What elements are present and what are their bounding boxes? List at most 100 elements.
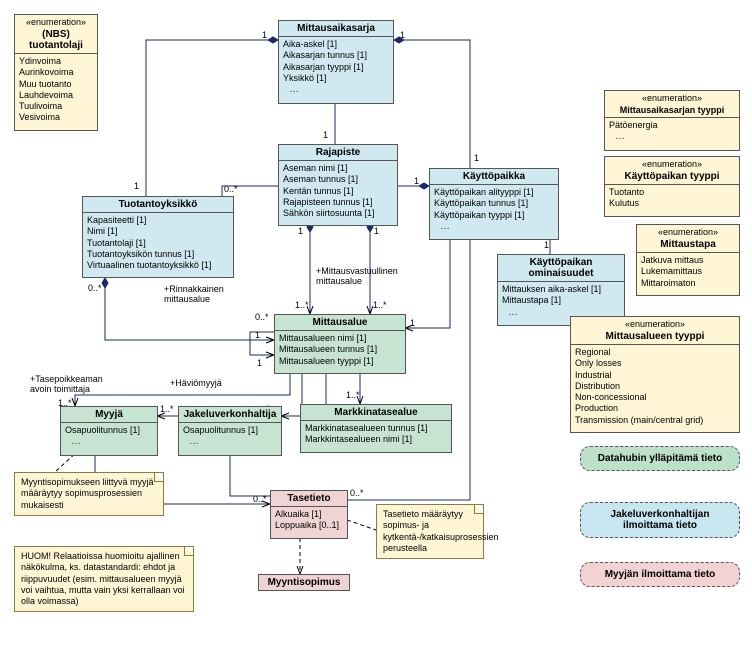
enum-mittaustapa: «enumeration» Mittaustapa Jatkuva mittau… [636, 224, 740, 296]
class-jakeluverkonhaltija: Jakeluverkonhaltija Osapuolitunnus [1] … [178, 406, 282, 456]
mult: 0..* [350, 488, 364, 498]
stereo: «enumeration» [571, 317, 739, 329]
body: Pätöenergia … [605, 118, 739, 150]
attr: Tuotantolaji [1] [87, 238, 229, 249]
body: Aseman nimi [1] Aseman tunnus [1] Kentän… [279, 161, 397, 225]
stereo: «enumeration» [605, 157, 739, 169]
title: Mittausalueen tyyppi [571, 329, 739, 345]
title: Jakeluverkonhaltija [179, 407, 281, 423]
class-mittausaikasarja: Mittausaikasarja Aika-askel [1] Aikasarj… [278, 20, 394, 104]
legend-datahub: Datahubin ylläpitämä tieto [580, 446, 740, 471]
item: Jatkuva mittaus [641, 255, 735, 266]
title: Tasetieto [271, 491, 347, 507]
title: Myyjä [61, 407, 157, 423]
mult: 0..* [253, 494, 267, 504]
attr: Aikasarjan tyyppi [1] [283, 62, 389, 73]
attr: Tuotantoyksikön tunnus [1] [87, 249, 229, 260]
item: Muu tuotanto [19, 79, 93, 90]
title: Käyttöpaikan tyyppi [605, 169, 739, 185]
item: Vesivoima [19, 112, 93, 123]
mult: 1 [544, 240, 549, 250]
body: Käyttöpaikan alityyppi [1] Käyttöpaikan … [430, 185, 558, 239]
enum-tuotantolaji: «enumeration» (NBS) tuotantolaji Ydinvoi… [14, 14, 98, 131]
attr: Käyttöpaikan alityyppi [1] [434, 187, 554, 198]
attr: Käyttöpaikan tyyppi [1] [434, 210, 554, 221]
title: Käyttöpaikka [430, 169, 558, 185]
body: Regional Only losses Industrial Distribu… [571, 345, 739, 432]
body: Kapasiteetti [1] Nimi [1] Tuotantolaji [… [83, 213, 233, 277]
mult: 1..* [295, 300, 309, 310]
more-icon: … [183, 436, 277, 449]
attr: Kentän tunnus [1] [283, 186, 393, 197]
body: Ydinvoima Aurinkovoima Muu tuotanto Lauh… [15, 54, 97, 130]
legend-jvh: Jakeluverkonhaltijan ilmoittama tieto [580, 502, 740, 538]
item: Aurinkovoima [19, 67, 93, 78]
title: Tuotantoyksikkö [83, 197, 233, 213]
attr: Osapuolitunnus [1] [65, 425, 153, 436]
attr: Aseman tunnus [1] [283, 174, 393, 185]
title: Rajapiste [279, 145, 397, 161]
mult: 1..* [160, 404, 174, 414]
attr: Markkinatasealueen tunnus [1] [305, 423, 447, 434]
attr: Virtuaalinen tuotantoyksikkö [1] [87, 260, 229, 271]
class-rajapiste: Rajapiste Aseman nimi [1] Aseman tunnus … [278, 144, 398, 226]
item: Mittaroimaton [641, 278, 735, 289]
mult: 1 [298, 226, 303, 236]
stereo: «enumeration» [605, 91, 739, 103]
mult: 1 [262, 30, 267, 40]
enum-mas-tyyppi: «enumeration» Mittausaikasarjan tyyppi P… [604, 90, 740, 151]
attr: Mittausalueen nimi [1] [279, 333, 401, 344]
note-huom: HUOM! Relaatioissa huomioitu ajallinen n… [14, 546, 194, 612]
class-tasetieto: Tasetieto Alkuaika [1] Loppuaika [0..1] [270, 490, 348, 539]
attr: Sähkön siirtosuunta [1] [283, 208, 393, 219]
stereo: «enumeration» [637, 225, 739, 237]
body: Alkuaika [1] Loppuaika [0..1] [271, 507, 347, 538]
body: Aika-askel [1] Aikasarjan tunnus [1] Aik… [279, 37, 393, 103]
more-icon: … [609, 131, 735, 144]
attr: Loppuaika [0..1] [275, 520, 343, 531]
attr: Kapasiteetti [1] [87, 215, 229, 226]
mult: 1 [374, 226, 379, 236]
title: Mittaustapa [637, 237, 739, 253]
mult: 1..* [373, 300, 387, 310]
attr: Aikasarjan tunnus [1] [283, 50, 389, 61]
mult: 1 [323, 130, 328, 140]
mult: 1 [414, 176, 419, 186]
body: Osapuolitunnus [1] … [61, 423, 157, 455]
attr: Käyttöpaikan tunnus [1] [434, 198, 554, 209]
item: Kulutus [609, 198, 735, 209]
title: (NBS) tuotantolaji [15, 27, 97, 54]
item: Lauhdevoima [19, 90, 93, 101]
enum-ma-tyyppi: «enumeration» Mittausalueen tyyppi Regio… [570, 316, 740, 433]
class-myyntisopimus: Myyntisopimus [258, 574, 350, 591]
item: Lukemamittaus [641, 266, 735, 277]
mult: 1 [400, 30, 405, 40]
attr: Yksikkö [1] [283, 73, 389, 84]
mult: 1 [257, 358, 262, 368]
attr: Aseman nimi [1] [283, 163, 393, 174]
attr: Markkintasealueen nimi [1] [305, 434, 447, 445]
mult: 1 [255, 330, 260, 340]
class-kayttopaikka: Käyttöpaikka Käyttöpaikan alityyppi [1] … [429, 168, 559, 240]
mult: 1 [134, 181, 139, 191]
title: Käyttöpaikan ominaisuudet [498, 255, 624, 282]
item: Only losses [575, 358, 735, 369]
role-mittausvastuullinen: +Mittausvastuullinen mittausalue [316, 266, 416, 286]
body: Osapuolitunnus [1] … [179, 423, 281, 455]
class-markkinatasealue: Markkinatasealue Markkinatasealueen tunn… [300, 404, 452, 453]
item: Industrial [575, 370, 735, 381]
title: Mittausalue [275, 315, 405, 331]
body: Jatkuva mittaus Lukemamittaus Mittaroima… [637, 253, 739, 295]
attr: Mittausalueen tyyppi [1] [279, 356, 401, 367]
item: Ydinvoima [19, 56, 93, 67]
attr: Nimi [1] [87, 226, 229, 237]
item: Tuulivoima [19, 101, 93, 112]
note-tasetieto: Tasetieto määräytyy sopimus- ja kytkentä… [376, 504, 484, 559]
item: Pätöenergia [609, 120, 735, 131]
item: Tuotanto [609, 187, 735, 198]
attr: Aika-askel [1] [283, 39, 389, 50]
class-myyja: Myyjä Osapuolitunnus [1] … [60, 406, 158, 456]
legend-myyja: Myyjän ilmoittama tieto [580, 562, 740, 587]
mult: 1..* [346, 390, 360, 400]
note-myyja: Myyntisopimukseen liittyvä myyjä määräyt… [14, 472, 164, 516]
